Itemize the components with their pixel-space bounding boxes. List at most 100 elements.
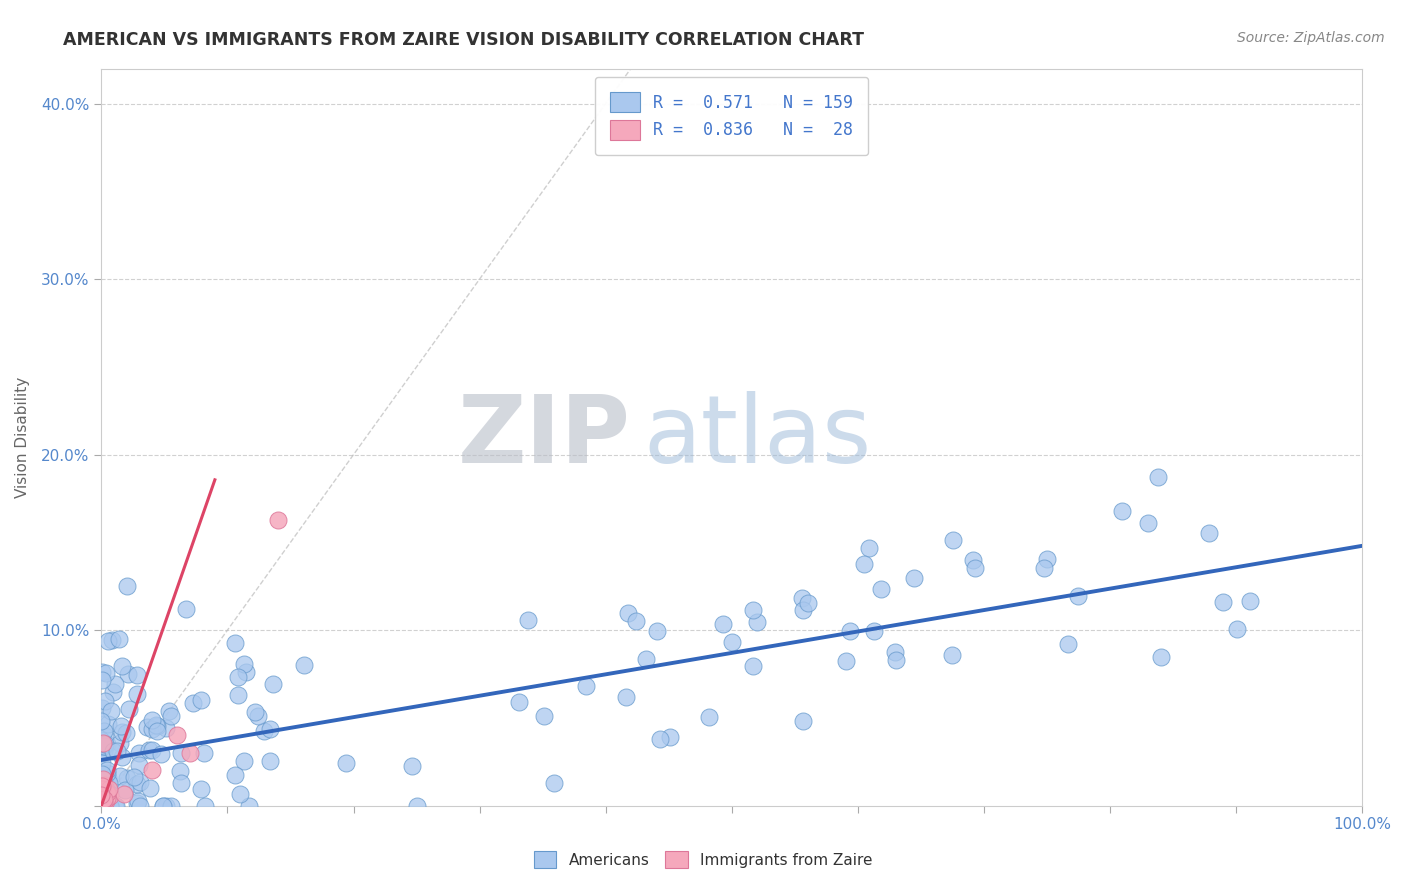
Point [94,787,117,801]
Point [190,693,212,707]
Point [1226,622,1249,636]
Point [93,798,115,813]
Point [170,776,193,790]
Point [98,787,121,801]
Point [146,719,169,733]
Point [93,781,115,796]
Point [97,633,120,648]
Point [90,798,112,813]
Point [127,687,149,701]
Point [747,615,769,629]
Point [101,685,124,699]
Point [516,613,538,627]
Point [533,709,555,723]
Point [636,651,658,665]
Point [614,690,637,704]
Point [141,743,163,757]
Point [963,561,986,575]
Point [138,743,160,757]
Point [238,798,260,813]
Point [91,767,114,781]
Point [1032,561,1054,575]
Point [155,721,177,735]
Point [108,632,131,647]
Point [104,798,127,813]
Point [169,764,191,779]
Point [94,794,117,808]
Point [93,778,115,792]
Point [797,596,820,610]
Point [128,758,150,772]
Point [139,780,162,795]
Point [647,624,669,638]
Point [575,679,598,693]
Point [1150,650,1173,665]
Point [170,746,193,760]
Point [90,790,112,805]
Point [232,657,254,671]
Point [91,782,114,797]
Point [111,749,134,764]
Point [1111,504,1133,518]
Point [152,798,174,813]
Point [224,768,246,782]
Point [1067,589,1090,603]
Point [107,744,129,758]
Point [193,747,215,761]
Point [110,719,132,733]
Point [91,772,114,787]
Point [111,724,134,739]
Point [157,704,180,718]
Point [93,739,115,753]
Point [543,776,565,790]
Point [97,717,120,731]
Point [160,709,183,723]
Point [93,736,115,750]
Point [115,579,138,593]
Point [166,728,188,742]
Point [862,624,884,639]
Point [90,792,112,806]
Point [1147,470,1170,484]
Point [176,602,198,616]
Point [122,770,145,784]
Point [183,697,205,711]
Point [110,736,132,750]
Point [127,797,149,811]
Point [91,772,114,787]
Point [129,774,152,789]
Point [141,764,163,778]
Point [91,772,114,787]
Point [125,777,148,791]
Point [110,769,132,783]
Point [114,782,136,797]
Legend: R =  0.571   N = 159, R =  0.836   N =  28: R = 0.571 N = 159, R = 0.836 N = 28 [595,77,869,155]
Point [98,782,121,797]
Point [1136,516,1159,530]
Point [104,677,127,691]
Point [91,756,114,771]
Point [98,798,121,813]
Text: AMERICAN VS IMMIGRANTS FROM ZAIRE VISION DISABILITY CORRELATION CHART: AMERICAN VS IMMIGRANTS FROM ZAIRE VISION… [63,31,865,49]
Point [136,720,159,734]
Point [115,771,138,785]
Point [941,648,963,662]
Point [96,737,118,751]
Point [626,615,648,629]
Point [903,571,925,585]
Point [90,714,112,728]
Point [125,667,148,681]
Point [1035,552,1057,566]
Point [1212,595,1234,609]
Point [118,701,141,715]
Point [792,714,814,729]
Point [93,723,115,738]
Point [720,635,742,649]
Point [103,744,125,758]
Point [90,797,112,812]
Point [128,746,150,760]
Point [253,724,276,739]
Point [711,616,734,631]
Point [226,688,249,702]
Point [190,781,212,796]
